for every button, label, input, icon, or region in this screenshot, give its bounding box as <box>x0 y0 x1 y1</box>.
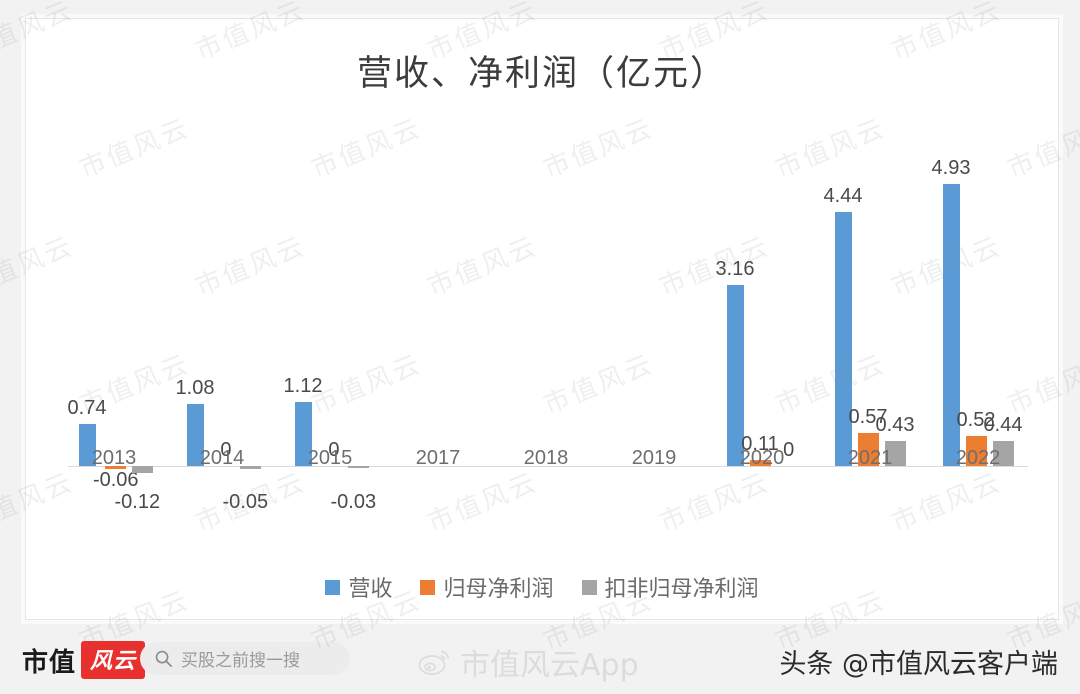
bar-group: 1.12 0 -0.03 2015 <box>276 119 384 513</box>
x-axis-label: 2022 <box>955 447 1001 469</box>
bar-value-label: 3.16 <box>715 258 755 281</box>
brand-logo: 市值 风云 <box>22 641 146 679</box>
brand-badge: 风云 <box>81 641 146 679</box>
bar-group: 0.74 -0.06 -0.12 2013 <box>60 119 168 513</box>
bar-2[interactable]: 0.11 <box>741 433 779 466</box>
bar-value-label: 4.93 <box>931 157 971 180</box>
bar-3-negative[interactable] <box>131 466 153 473</box>
legend-swatch <box>420 579 436 595</box>
brand-name: 市值 <box>22 647 77 678</box>
bar-stack: 4.93 0.52 0.44 <box>924 141 1032 466</box>
bar-3[interactable]: 0.44 <box>984 414 1022 466</box>
x-axis-label: 2021 <box>847 447 893 469</box>
bar-stack: 1.12 0 -0.03 <box>276 141 384 513</box>
bar-1[interactable]: 4.44 <box>824 185 862 466</box>
bar-1[interactable]: 3.16 <box>716 258 754 466</box>
search-placeholder: 买股之前搜一搜 <box>181 651 300 671</box>
bar-value-label: 0 <box>220 439 232 461</box>
bar-1[interactable]: 1.08 <box>176 377 214 466</box>
legend-item-1[interactable]: 营收 <box>325 571 392 603</box>
bar-group: 3.16 0.11 0 2020 <box>708 119 816 469</box>
bar-stack: 4.44 0.57 0.43 <box>816 141 924 466</box>
bar-value-label: 1.08 <box>175 377 215 400</box>
x-axis-label: 2013 <box>91 447 137 469</box>
bar-stack: 3.16 0.11 0 <box>708 141 816 466</box>
x-axis-label: 2017 <box>415 447 461 469</box>
bar-value-label: -0.06 <box>92 469 139 491</box>
legend-label: 扣非归母净利润 <box>604 577 759 602</box>
x-axis-label: 2020 <box>739 447 785 469</box>
bar-value-label: -0.12 <box>114 491 161 513</box>
bar-group: 1.08 0 -0.05 2014 <box>168 119 276 513</box>
bar-stack <box>492 141 600 466</box>
search-input[interactable]: 买股之前搜一搜 <box>140 642 350 675</box>
search-icon <box>155 650 172 667</box>
toutiao-handle: 头条 @市值风云客户端 <box>779 649 1058 680</box>
bar-group: 2017 <box>384 119 492 469</box>
x-axis-label: 2018 <box>523 447 569 469</box>
legend-label: 营收 <box>348 577 393 602</box>
bar-value-label: 4.44 <box>823 185 863 208</box>
legend-swatch <box>325 579 341 595</box>
bar-1[interactable]: 1.12 <box>284 375 322 466</box>
x-axis-label: 2019 <box>631 447 677 469</box>
bar-value-label: 0.43 <box>875 414 915 437</box>
footer-bar: 市值 风云 买股之前搜一搜 市值风云App 头条 @市值风云客户端 <box>0 628 1080 694</box>
chart-panel: 营收、净利润（亿元） 0.74 -0.06 -0.12 2013 1.08 0 -0.05 2… <box>25 18 1059 620</box>
bar-value-label: -0.05 <box>222 491 269 513</box>
legend-swatch <box>581 579 597 595</box>
chart-legend: 营收 归母净利润 扣非归母净利润 <box>26 571 1058 603</box>
bar-2[interactable]: 0.57 <box>849 406 887 466</box>
bar-value-label: 1.12 <box>283 374 323 397</box>
chart-title: 营收、净利润（亿元） <box>356 54 727 94</box>
legend-label: 归母净利润 <box>443 577 554 602</box>
bar-group: 2018 <box>492 119 600 469</box>
bar-group: 4.93 0.52 0.44 2022 <box>924 119 1032 469</box>
bar-value-label: -0.03 <box>330 491 377 513</box>
bar-2[interactable]: 0.52 <box>957 409 995 466</box>
bar-stack: 0.74 -0.06 -0.12 <box>60 141 168 513</box>
bar-group: 4.44 0.57 0.43 2021 <box>816 119 924 469</box>
bar-value-label: 0.74 <box>67 396 107 419</box>
bar-3-negative[interactable] <box>347 466 369 468</box>
plot-area: 0.74 -0.06 -0.12 2013 1.08 0 -0.05 2014 1.12 0 -0.… <box>46 119 1046 513</box>
bar-1[interactable]: 0.74 <box>68 397 106 466</box>
x-axis-line <box>68 466 1028 467</box>
bar-3[interactable]: 0.43 <box>876 414 914 466</box>
bar-3-negative[interactable] <box>239 466 261 469</box>
bar-stack <box>384 141 492 466</box>
x-axis-label: 2014 <box>199 447 245 469</box>
legend-item-3[interactable]: 扣非归母净利润 <box>581 571 759 603</box>
bar-value-label: 0.44 <box>983 413 1023 436</box>
bar-value-label: 0 <box>783 439 795 461</box>
bar-1[interactable]: 4.93 <box>932 157 970 466</box>
bar-value-label: 0.11 <box>741 432 779 455</box>
bar-group: 2019 <box>600 119 708 469</box>
legend-item-2[interactable]: 归母净利润 <box>420 571 554 603</box>
bar-stack <box>600 141 708 466</box>
bar-value-label: 0.52 <box>956 409 996 432</box>
bar-value-label: 0.57 <box>848 406 888 429</box>
weibo-icon <box>418 650 450 675</box>
bar-value-label: 0 <box>328 439 340 461</box>
bar-stack: 1.08 0 -0.05 <box>168 141 276 513</box>
weibo-watermark: 市值风云App <box>418 640 639 684</box>
x-axis-label: 2015 <box>307 447 353 469</box>
bar-2-negative[interactable] <box>104 466 126 470</box>
weibo-watermark-text: 市值风云App <box>460 648 639 683</box>
